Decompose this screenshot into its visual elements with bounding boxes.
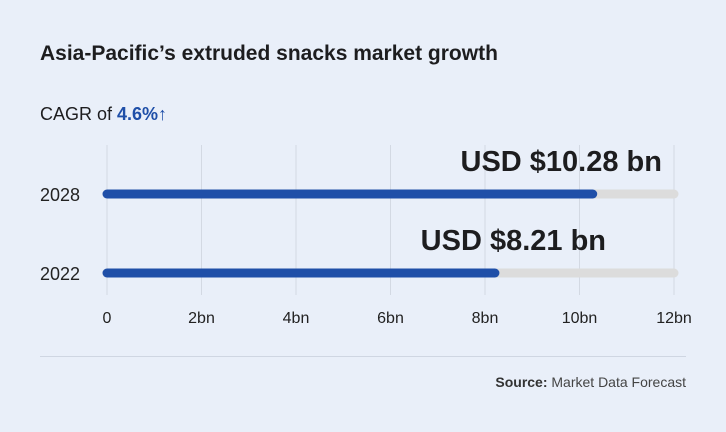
x-tick-label: 4bn: [283, 310, 310, 327]
cagr-prefix: CAGR of: [40, 104, 118, 124]
x-tick-label: 8bn: [472, 310, 499, 327]
divider: [40, 356, 686, 357]
data-label: USD $10.28 bn: [461, 146, 662, 178]
source-note: Source: Market Data Forecast: [495, 374, 686, 390]
cagr-subtitle: CAGR of 4.6%↑: [40, 104, 167, 125]
chart-title: Asia-Pacific’s extruded snacks market gr…: [40, 42, 498, 65]
x-tick-label: 12bn: [656, 310, 692, 327]
category-label: 2022: [40, 264, 80, 284]
x-tick-label: 2bn: [188, 310, 215, 327]
x-tick-label: 6bn: [377, 310, 404, 327]
category-label: 2028: [40, 185, 80, 205]
cagr-value: 4.6%↑: [117, 104, 168, 124]
x-tick-label: 10bn: [562, 310, 598, 327]
source-text: Market Data Forecast: [547, 374, 686, 390]
source-label: Source:: [495, 374, 548, 390]
x-tick-label: 0: [103, 310, 112, 327]
data-label: USD $8.21 bn: [421, 225, 606, 257]
